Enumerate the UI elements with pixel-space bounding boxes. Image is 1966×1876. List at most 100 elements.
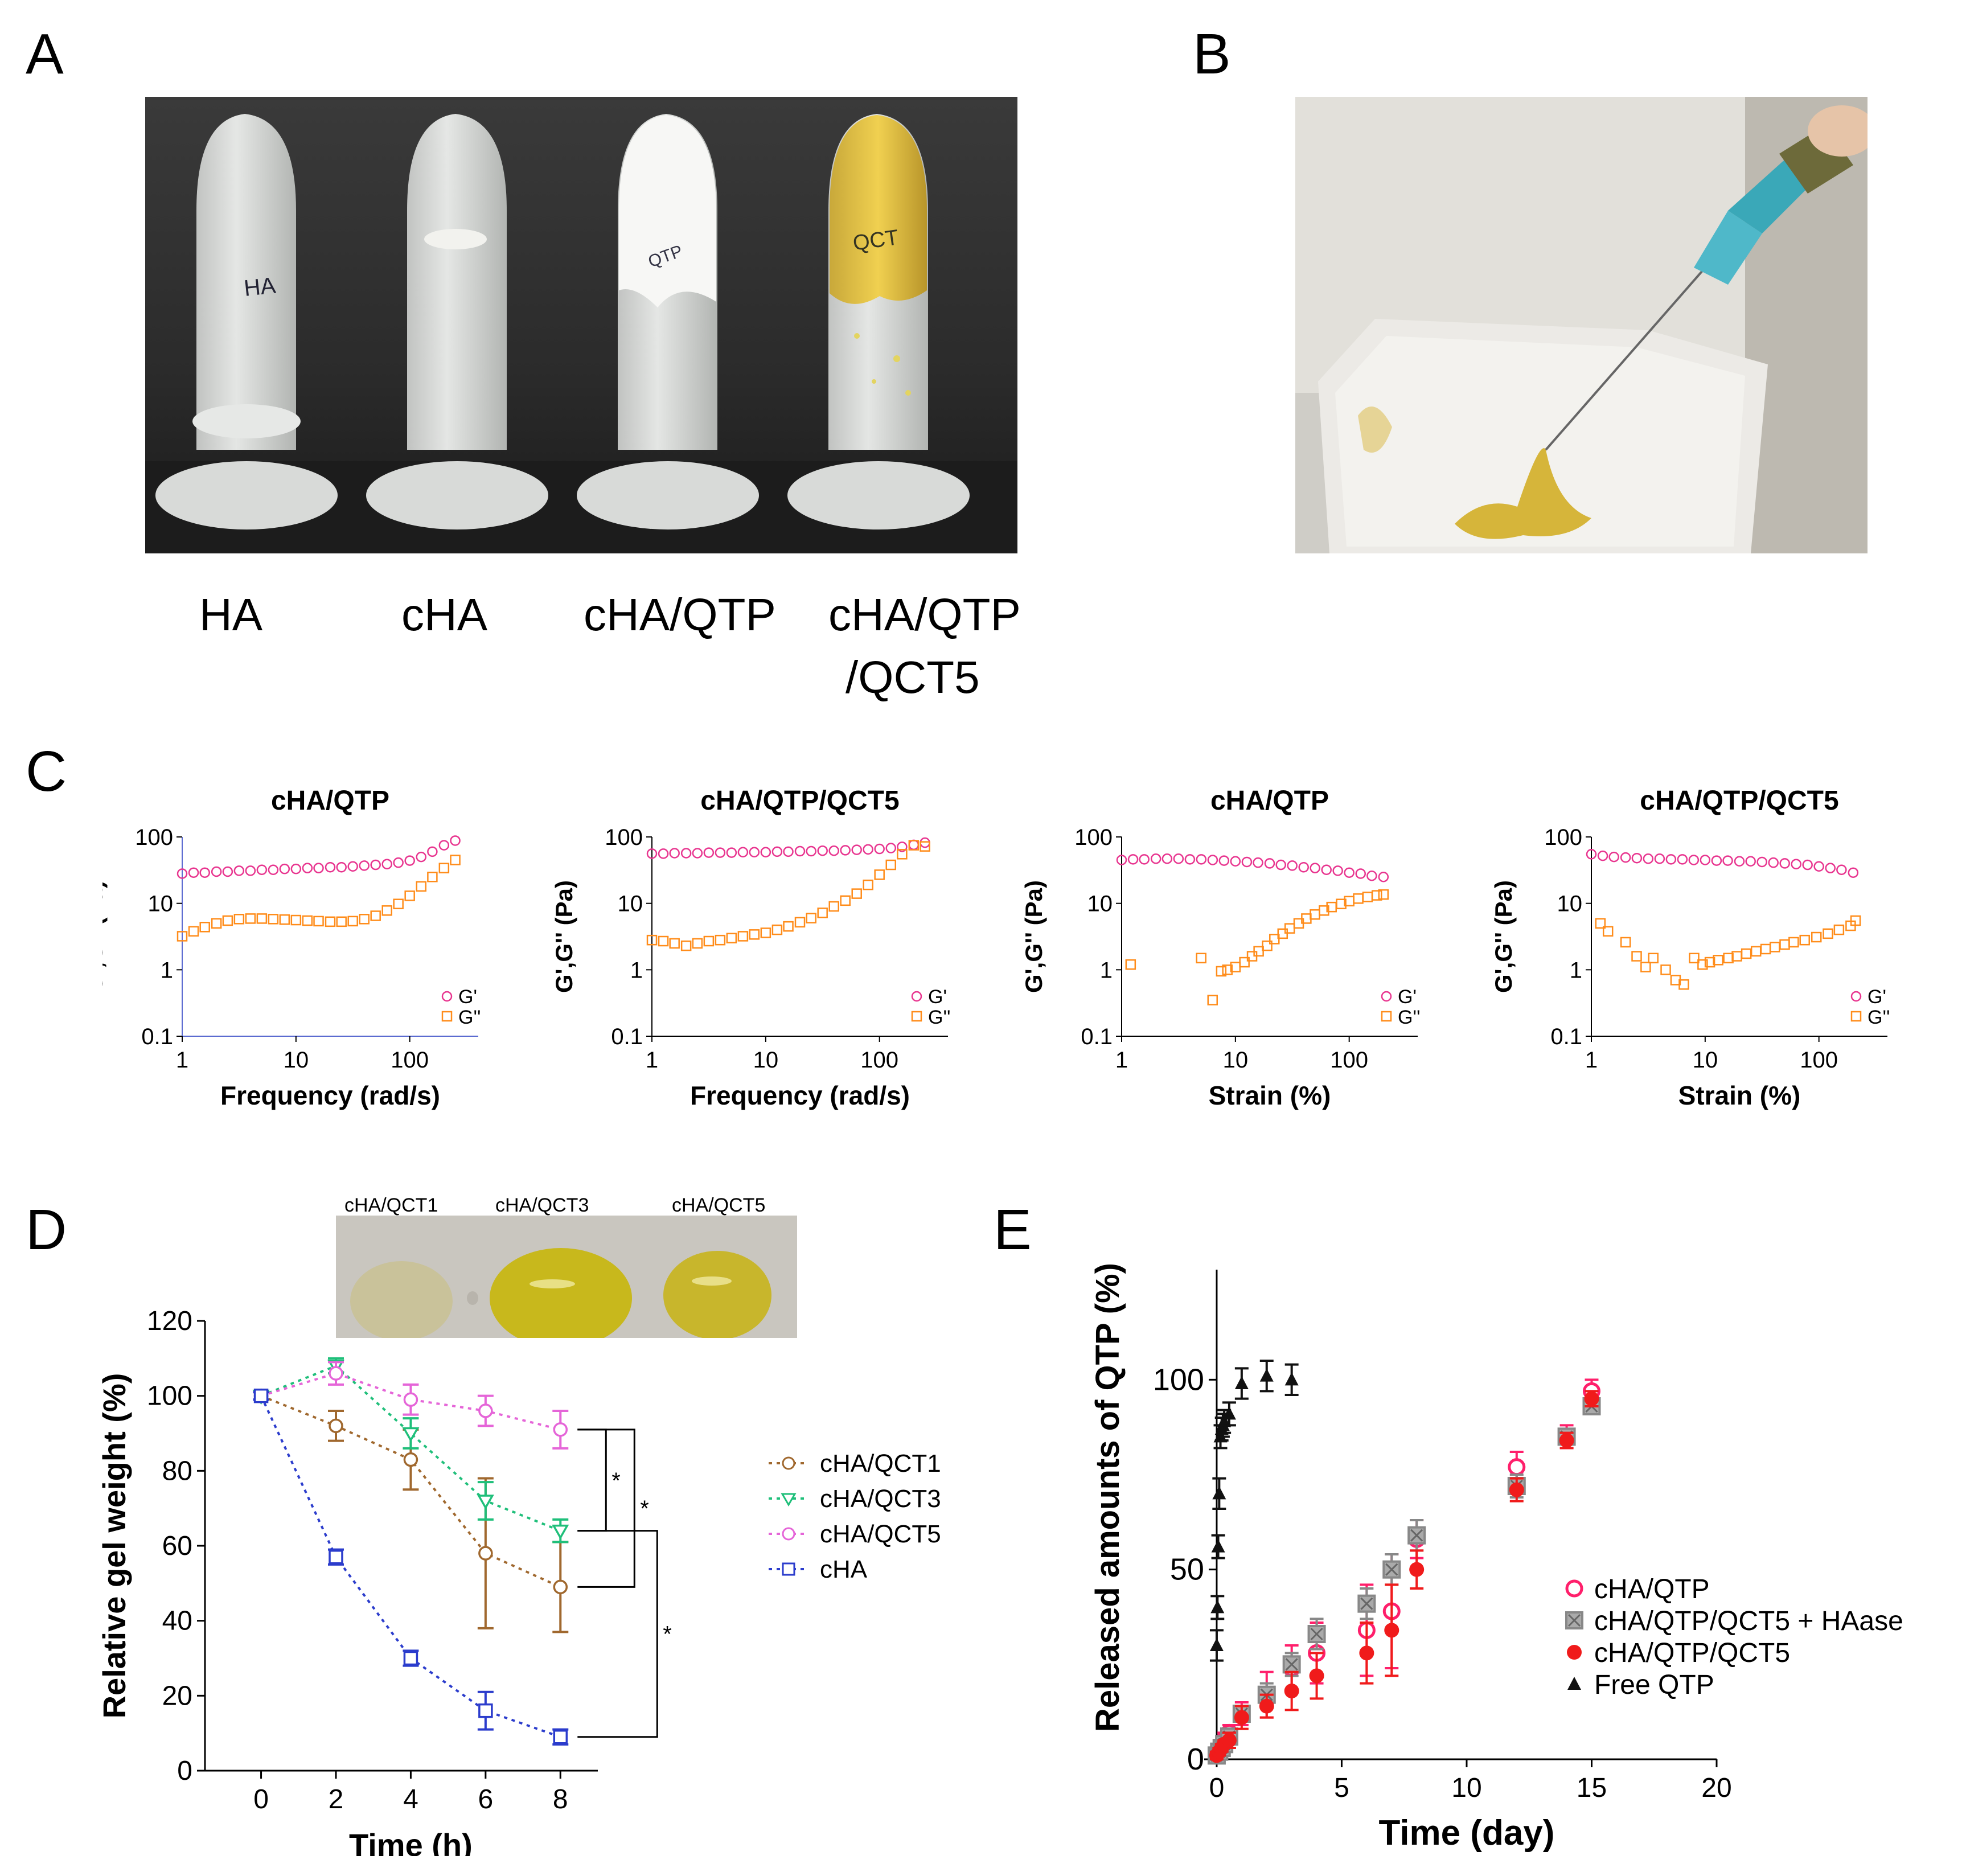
gdouble-point (897, 849, 908, 860)
gdouble-point (302, 915, 313, 926)
gdouble-point (1648, 953, 1659, 964)
gprime-point (1207, 855, 1218, 865)
panel-letter-d: D (26, 1198, 67, 1262)
legend-gprime-label: G' (928, 986, 947, 1008)
gprime-point (347, 861, 358, 872)
legend-marker (782, 1456, 795, 1470)
data-point-hase-cross (1285, 1658, 1298, 1671)
data-point (553, 1579, 568, 1595)
chart-title: cHA/QTP/QCT5 (700, 786, 899, 816)
significance-star: * (611, 1468, 621, 1493)
gprime-point (1791, 859, 1801, 869)
data-point (329, 1366, 343, 1381)
gdouble-point (692, 938, 703, 949)
gdouble-point (450, 855, 461, 865)
legend-gdouble-label: G'' (1868, 1007, 1890, 1028)
data-point-hase-cross (1410, 1529, 1423, 1542)
gprime-point (817, 845, 828, 856)
y-tick-label: 0.1 (611, 1024, 643, 1049)
gprime-point (1287, 860, 1298, 871)
handwriting-ha: HA (243, 273, 277, 301)
y-axis-label: G',G'' (Pa) (1490, 880, 1517, 993)
gdouble-point (908, 840, 920, 851)
y-tick-label: 100 (135, 825, 173, 850)
x-axis-label: Frequency (rad/s) (220, 1081, 440, 1110)
panel-letter-e: E (994, 1198, 1032, 1262)
gprime-point (1127, 854, 1139, 865)
gprime-point (438, 840, 450, 851)
gdouble-point (1697, 959, 1708, 970)
gdouble-point (1799, 934, 1810, 946)
gprime-point (646, 848, 658, 859)
x-tick-label: 6 (478, 1784, 494, 1815)
legend-gprime-marker (1850, 991, 1862, 1002)
y-axis-label: G',G'' (Pa) (102, 880, 108, 993)
gdouble-point (1253, 946, 1264, 957)
gdouble-point (669, 938, 680, 949)
gdouble-point (1319, 905, 1329, 916)
chart-title: cHA/QTP (271, 786, 389, 816)
legend-gprime-label: G' (458, 986, 477, 1008)
y-tick-label: 60 (162, 1531, 192, 1561)
gprime-point (1779, 858, 1790, 869)
gprime-point (1230, 856, 1241, 867)
y-tick-label: 10 (618, 892, 643, 917)
legend-marker-cross (1567, 1614, 1581, 1627)
x-tick-label: 10 (1451, 1773, 1481, 1803)
gdouble-point (737, 931, 749, 942)
gdouble-point (245, 913, 256, 924)
gprime-point (393, 857, 404, 868)
panel-e-chart: 0 50 100 0 5 10 15 20 Time (day) Released amounts… (1089, 1263, 1903, 1853)
x-tick-label: 0 (1209, 1773, 1225, 1803)
gdouble-point (1372, 890, 1382, 901)
gdouble-point (1196, 953, 1206, 964)
data-point (478, 1703, 493, 1718)
gdouble-point (658, 935, 669, 947)
gprime-point (359, 860, 370, 871)
gprime-point (1643, 853, 1654, 864)
gprime-point (1184, 854, 1196, 865)
gdouble-point (1640, 962, 1651, 972)
gprime-point (1848, 867, 1859, 878)
gprime-point (1825, 863, 1836, 873)
gdouble-point (646, 934, 658, 946)
data-point (553, 1422, 568, 1437)
data-point-free (1234, 1376, 1249, 1389)
gel-qct5 (663, 1251, 771, 1338)
gel-illustration (336, 1216, 797, 1338)
data-point-free (1209, 1638, 1224, 1651)
gdouble-point (1336, 898, 1347, 909)
gprime-point (1218, 855, 1230, 866)
data-point (402, 1427, 420, 1443)
injection-photo (1295, 97, 1868, 553)
legend-label: cHA/QTP (1594, 1574, 1710, 1604)
x-tick-label: 100 (391, 1048, 429, 1073)
gprime-point (749, 847, 760, 857)
tube-cha-qtp-qct5 (787, 114, 970, 529)
gprime-point (1275, 859, 1286, 871)
data-point (553, 1730, 568, 1744)
x-axis-label: Strain (%) (1209, 1081, 1331, 1110)
gprime-point (1665, 854, 1677, 865)
y-tick-label: 40 (162, 1606, 192, 1636)
tube-label-cha-qtp-qct5-line2: /QCT5 (845, 652, 980, 703)
legend-marker (1567, 1677, 1581, 1690)
gprime-point (874, 843, 885, 855)
gprime-point (1321, 864, 1332, 875)
gprime-point (658, 848, 669, 859)
gprime-point (1161, 853, 1173, 864)
data-point-qct5 (1221, 1733, 1237, 1748)
legend-gdouble-marker (911, 1011, 922, 1022)
x-tick-label: 4 (403, 1784, 418, 1815)
gprime-point (1711, 855, 1722, 866)
tube-label-ha: HA (199, 589, 263, 640)
gprime-point (404, 855, 415, 866)
legend-gprime-label: G' (1398, 986, 1417, 1008)
gel-label-qct3: cHA/QCT3 (495, 1194, 589, 1216)
data-point-qct5 (1284, 1684, 1299, 1698)
gdouble-point (188, 926, 199, 937)
data-point-qct5 (1309, 1668, 1324, 1684)
gprime-point (279, 863, 290, 875)
